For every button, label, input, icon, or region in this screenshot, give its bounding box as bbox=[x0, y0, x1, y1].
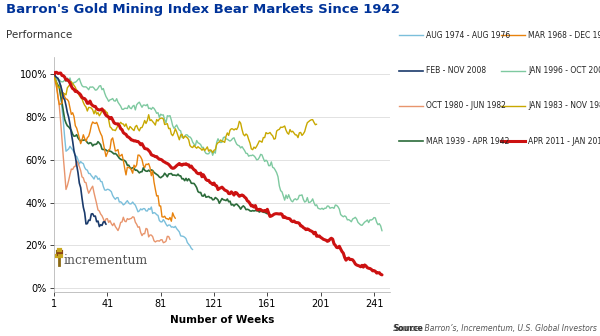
Text: FEB - NOV 2008: FEB - NOV 2008 bbox=[426, 66, 486, 75]
Text: AUG 1974 - AUG 1976: AUG 1974 - AUG 1976 bbox=[426, 31, 510, 40]
Text: OCT 1980 - JUN 1982: OCT 1980 - JUN 1982 bbox=[426, 101, 506, 110]
X-axis label: Number of Weeks: Number of Weeks bbox=[170, 315, 274, 325]
Text: incrementum: incrementum bbox=[64, 254, 148, 267]
Text: Barron's Gold Mining Index Bear Markets Since 1942: Barron's Gold Mining Index Bear Markets … bbox=[6, 3, 400, 16]
Text: JAN 1996 - OCT 2000: JAN 1996 - OCT 2000 bbox=[528, 66, 600, 75]
Text: Source: Barron’s, Incrementum, U.S. Global Investors: Source: Barron’s, Incrementum, U.S. Glob… bbox=[393, 324, 597, 333]
Text: MAR 1939 - APR 1942: MAR 1939 - APR 1942 bbox=[426, 137, 509, 145]
Text: APR 2011 - JAN 2016: APR 2011 - JAN 2016 bbox=[528, 137, 600, 145]
Text: JAN 1983 - NOV 1986: JAN 1983 - NOV 1986 bbox=[528, 101, 600, 110]
Text: MAR 1968 - DEC 1969: MAR 1968 - DEC 1969 bbox=[528, 31, 600, 40]
Text: Source: Source bbox=[393, 324, 423, 333]
Text: Performance: Performance bbox=[6, 30, 72, 40]
